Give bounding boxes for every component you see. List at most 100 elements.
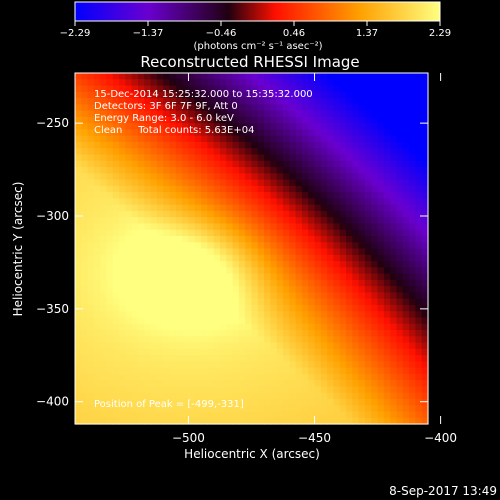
heatmap-cell	[346, 217, 353, 225]
heatmap-cell	[138, 304, 145, 312]
heatmap-cell	[301, 223, 309, 231]
heatmap-cell	[150, 73, 158, 80]
heatmap-cell	[270, 129, 278, 137]
heatmap-cell	[333, 336, 341, 344]
heatmap-cell	[144, 185, 152, 193]
heatmap-cell	[150, 179, 158, 187]
heatmap-cell	[156, 392, 164, 400]
heatmap-cell	[213, 254, 221, 262]
heatmap-cell	[415, 98, 423, 105]
heatmap-cell	[238, 73, 246, 80]
heatmap-cell	[169, 116, 177, 124]
heatmap-cell	[119, 173, 127, 181]
heatmap-cell	[289, 254, 297, 262]
heatmap-cell	[156, 173, 164, 181]
heatmap-cell	[371, 355, 379, 362]
heatmap-cell	[245, 254, 253, 262]
heatmap-cell	[289, 361, 297, 369]
heatmap-cell	[188, 355, 196, 362]
heatmap-cell	[409, 386, 416, 394]
heatmap-cell	[213, 405, 221, 413]
heatmap-cell	[383, 323, 391, 331]
heatmap-cell	[364, 148, 372, 156]
heatmap-cell	[138, 273, 145, 281]
heatmap-cell	[383, 292, 391, 300]
heatmap-cell	[308, 167, 316, 174]
heatmap-cell	[100, 373, 108, 381]
heatmap-cell	[314, 91, 322, 99]
heatmap-cell	[264, 192, 272, 199]
heatmap-cell	[106, 129, 114, 137]
heatmap-cell	[320, 248, 328, 256]
heatmap-cell	[314, 361, 322, 369]
heatmap-cell	[276, 361, 284, 369]
heatmap-cell	[364, 85, 372, 93]
heatmap-cell	[308, 148, 316, 156]
heatmap-cell	[371, 148, 379, 156]
heatmap-cell	[289, 204, 297, 212]
heatmap-cell	[396, 141, 404, 149]
heatmap-cell	[415, 210, 423, 218]
heatmap-cell	[93, 304, 101, 312]
heatmap-cell	[415, 248, 423, 256]
heatmap-cell	[421, 91, 429, 99]
heatmap-cell	[358, 286, 366, 293]
heatmap-cell	[270, 173, 278, 181]
heatmap-cell	[106, 279, 114, 287]
heatmap-cell	[112, 317, 120, 325]
heatmap-cell	[163, 279, 171, 287]
heatmap-cell	[131, 217, 139, 225]
heatmap-cell	[314, 104, 322, 112]
heatmap-cell	[219, 229, 227, 237]
heatmap-cell	[396, 160, 404, 168]
heatmap-cell	[156, 405, 164, 413]
heatmap-cell	[371, 329, 379, 337]
heatmap-cell	[150, 129, 158, 137]
heatmap-cell	[156, 355, 164, 362]
heatmap-cell	[93, 261, 101, 268]
heatmap-cell	[131, 398, 139, 406]
heatmap-cell	[219, 104, 227, 112]
heatmap-cell	[156, 129, 164, 137]
heatmap-cell	[112, 79, 120, 87]
heatmap-cell	[352, 411, 360, 419]
heatmap-cell	[314, 73, 322, 80]
heatmap-cell	[383, 361, 391, 369]
heatmap-cell	[409, 167, 416, 174]
heatmap-cell	[333, 217, 341, 225]
heatmap-cell	[421, 110, 429, 118]
heatmap-cell	[383, 73, 391, 80]
heatmap-cell	[144, 273, 152, 281]
heatmap-cell	[163, 304, 171, 312]
heatmap-cell	[175, 373, 183, 381]
colorbar-tick-label: 1.37	[356, 28, 378, 39]
heatmap-cell	[156, 185, 164, 193]
heatmap-cell	[270, 110, 278, 118]
heatmap-cell	[257, 342, 265, 350]
heatmap-cell	[150, 273, 158, 281]
heatmap-cell	[125, 198, 133, 206]
heatmap-cell	[219, 411, 227, 419]
heatmap-cell	[219, 179, 227, 187]
heatmap-cell	[245, 279, 253, 287]
heatmap-cell	[264, 254, 272, 262]
heatmap-cell	[339, 129, 347, 137]
heatmap-cell	[119, 417, 127, 425]
heatmap-cell	[169, 154, 177, 162]
heatmap-cell	[100, 279, 108, 287]
heatmap-cell	[289, 129, 297, 137]
heatmap-cell	[358, 304, 366, 312]
heatmap-cell	[163, 160, 171, 168]
heatmap-cell	[295, 298, 303, 306]
heatmap-cell	[131, 336, 139, 344]
heatmap-cell	[125, 148, 133, 156]
heatmap-cell	[188, 242, 196, 250]
heatmap-cell	[245, 248, 253, 256]
heatmap-cell	[125, 273, 133, 281]
heatmap-cell	[75, 411, 82, 419]
heatmap-cell	[226, 135, 234, 143]
heatmap-cell	[390, 91, 398, 99]
heatmap-cell	[150, 317, 158, 325]
heatmap-cell	[106, 311, 114, 319]
heatmap-cell	[308, 116, 316, 124]
